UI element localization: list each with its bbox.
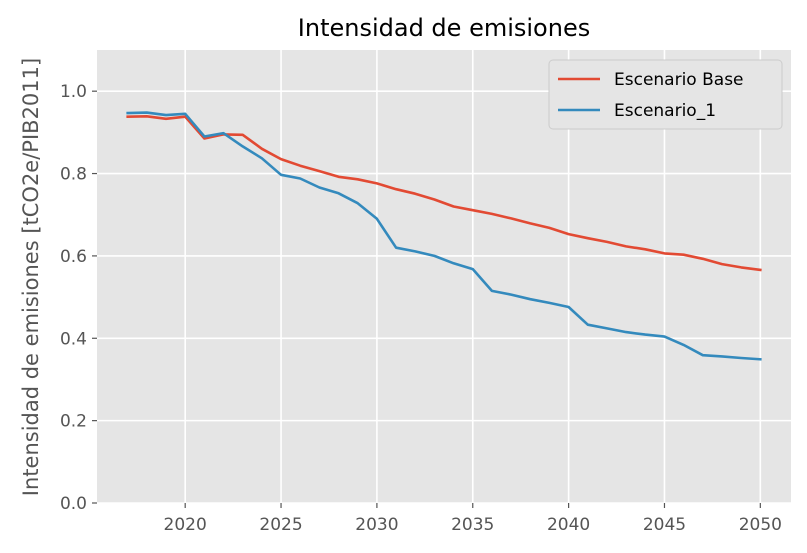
y-tick-label: 1.0	[60, 82, 87, 102]
legend-box	[548, 59, 783, 130]
x-tick-label: 2040	[547, 515, 590, 535]
y-tick-label: 0.6	[60, 247, 87, 267]
y-tick-label: 0.2	[60, 412, 87, 432]
x-tick-label: 2020	[164, 515, 207, 535]
x-tick-label: 2030	[355, 515, 398, 535]
series-line-1	[126, 115, 762, 272]
legend: Escenario Base Escenario_1	[548, 59, 783, 130]
x-tick-label: 2025	[259, 515, 302, 535]
x-tick-label: 2050	[739, 515, 782, 535]
x-axis-ticks: 2020 2025 2030 2035 2040 2045 2050	[164, 503, 782, 535]
legend-entry: Escenario Base	[614, 70, 744, 90]
y-axis-label: Intensidad de emisiones [tCO2e/PIB2011]	[19, 58, 43, 496]
y-axis-ticks: 0.0 0.2 0.4 0.6 0.8 1.0	[60, 82, 97, 514]
series-lines	[126, 111, 762, 361]
legend-entry: Escenario_1	[614, 101, 716, 121]
series-line-2	[126, 111, 762, 361]
x-tick-label: 2035	[451, 515, 494, 535]
y-tick-label: 0.4	[60, 329, 87, 349]
chart-title: Intensidad de emisiones	[298, 14, 590, 42]
grid-lines	[97, 50, 791, 504]
y-tick-label: 0.8	[60, 165, 87, 185]
x-tick-label: 2045	[643, 515, 686, 535]
y-tick-label: 0.0	[60, 494, 87, 514]
